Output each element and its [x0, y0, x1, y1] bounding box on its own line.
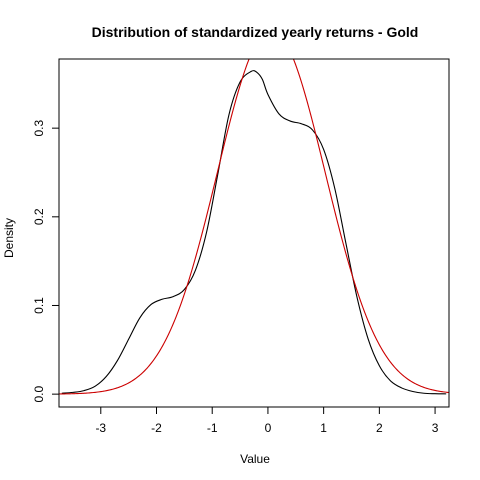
x-tick-label: -2	[151, 421, 162, 435]
kernel-density-curve	[61, 70, 447, 395]
x-tick-label: -1	[207, 421, 218, 435]
x-tick-label: 0	[265, 421, 272, 435]
x-tick-label: 2	[376, 421, 383, 435]
normal-density-curve	[59, 59, 449, 395]
plot-frame	[58, 58, 450, 408]
x-tick-label: 3	[432, 421, 439, 435]
y-axis-label: Density	[2, 218, 16, 258]
series-layer	[59, 59, 449, 395]
x-tick-label: -3	[95, 421, 106, 435]
y-axis: 0.0 0.1 0.2 0.3	[32, 119, 60, 402]
x-axis: -3 -2 -1 0 1 2 3	[95, 406, 439, 435]
y-tick-label: 0.3	[32, 119, 46, 136]
y-tick-label: 0.2	[32, 208, 46, 225]
x-tick-label: 1	[320, 421, 327, 435]
y-tick-label: 0.0	[32, 385, 46, 402]
x-axis-label: Value	[240, 452, 270, 466]
chart-title: Distribution of standardized yearly retu…	[92, 24, 419, 40]
y-tick-label: 0.1	[32, 297, 46, 314]
